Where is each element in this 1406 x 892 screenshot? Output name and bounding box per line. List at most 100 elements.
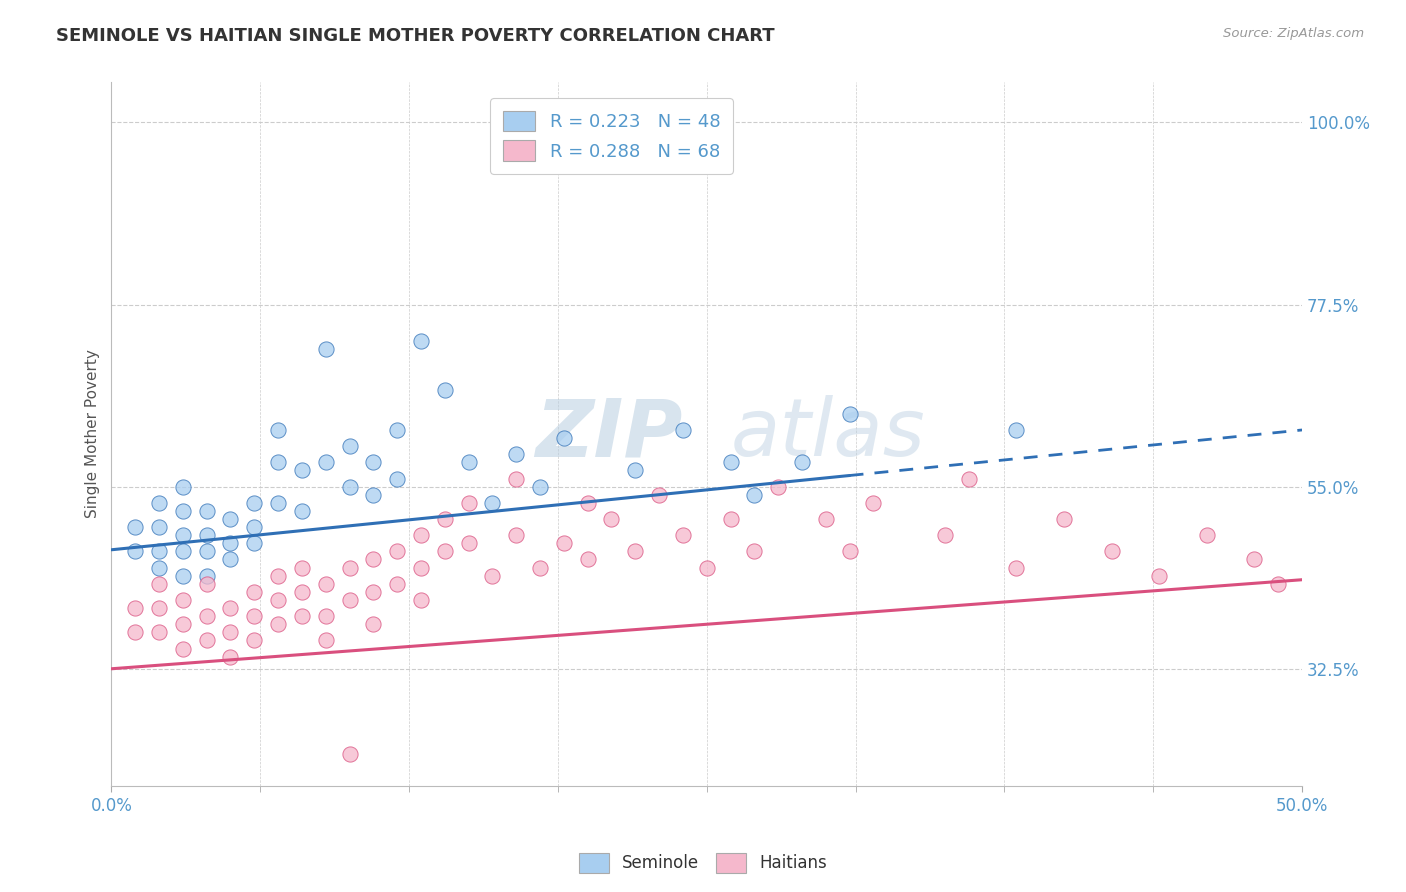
Point — [243, 496, 266, 510]
Point — [339, 593, 361, 607]
Point — [385, 423, 408, 437]
Point — [433, 512, 456, 526]
Point — [219, 552, 242, 566]
Point — [172, 480, 194, 494]
Point — [291, 585, 314, 599]
Point — [838, 544, 860, 558]
Point — [838, 407, 860, 421]
Point — [219, 601, 242, 615]
Point — [291, 504, 314, 518]
Point — [814, 512, 837, 526]
Point — [385, 471, 408, 485]
Point — [267, 617, 290, 632]
Point — [148, 560, 170, 574]
Point — [219, 536, 242, 550]
Point — [172, 593, 194, 607]
Point — [339, 747, 361, 761]
Point — [672, 528, 695, 542]
Point — [624, 463, 647, 477]
Point — [243, 609, 266, 624]
Text: atlas: atlas — [731, 395, 925, 473]
Point — [267, 423, 290, 437]
Point — [624, 544, 647, 558]
Point — [339, 480, 361, 494]
Legend: R = 0.223   N = 48, R = 0.288   N = 68: R = 0.223 N = 48, R = 0.288 N = 68 — [491, 98, 733, 174]
Point — [744, 544, 766, 558]
Text: SEMINOLE VS HAITIAN SINGLE MOTHER POVERTY CORRELATION CHART: SEMINOLE VS HAITIAN SINGLE MOTHER POVERT… — [56, 27, 775, 45]
Point — [219, 649, 242, 664]
Point — [195, 568, 218, 582]
Point — [291, 609, 314, 624]
Point — [600, 512, 623, 526]
Point — [315, 633, 337, 648]
Point — [219, 625, 242, 640]
Point — [363, 552, 385, 566]
Point — [720, 512, 742, 526]
Point — [315, 455, 337, 469]
Point — [267, 568, 290, 582]
Point — [267, 455, 290, 469]
Point — [195, 544, 218, 558]
Point — [648, 488, 671, 502]
Text: Source: ZipAtlas.com: Source: ZipAtlas.com — [1223, 27, 1364, 40]
Point — [457, 455, 479, 469]
Point — [553, 431, 575, 445]
Point — [363, 617, 385, 632]
Point — [363, 488, 385, 502]
Legend: Seminole, Haitians: Seminole, Haitians — [572, 847, 834, 880]
Point — [148, 496, 170, 510]
Point — [409, 528, 432, 542]
Point — [481, 568, 503, 582]
Point — [790, 455, 813, 469]
Point — [172, 568, 194, 582]
Point — [529, 480, 551, 494]
Point — [505, 528, 527, 542]
Point — [934, 528, 956, 542]
Point — [409, 593, 432, 607]
Point — [1195, 528, 1218, 542]
Point — [957, 471, 980, 485]
Point — [195, 528, 218, 542]
Point — [172, 544, 194, 558]
Point — [385, 576, 408, 591]
Point — [148, 576, 170, 591]
Point — [195, 576, 218, 591]
Point — [529, 560, 551, 574]
Point — [195, 504, 218, 518]
Point — [124, 625, 146, 640]
Point — [291, 463, 314, 477]
Point — [172, 617, 194, 632]
Point — [1005, 560, 1028, 574]
Point — [385, 544, 408, 558]
Point — [457, 496, 479, 510]
Point — [409, 560, 432, 574]
Point — [505, 447, 527, 461]
Point — [1053, 512, 1076, 526]
Point — [1005, 423, 1028, 437]
Point — [267, 593, 290, 607]
Point — [409, 334, 432, 348]
Point — [766, 480, 789, 494]
Point — [339, 560, 361, 574]
Y-axis label: Single Mother Poverty: Single Mother Poverty — [86, 350, 100, 518]
Point — [315, 342, 337, 356]
Point — [148, 625, 170, 640]
Point — [195, 609, 218, 624]
Point — [124, 544, 146, 558]
Point — [576, 552, 599, 566]
Text: ZIP: ZIP — [536, 395, 683, 473]
Point — [148, 520, 170, 534]
Point — [172, 528, 194, 542]
Point — [720, 455, 742, 469]
Point — [481, 496, 503, 510]
Point — [243, 520, 266, 534]
Point — [1243, 552, 1265, 566]
Point — [696, 560, 718, 574]
Point — [267, 496, 290, 510]
Point — [433, 383, 456, 397]
Point — [553, 536, 575, 550]
Point — [219, 512, 242, 526]
Point — [1267, 576, 1289, 591]
Point — [1147, 568, 1170, 582]
Point — [433, 544, 456, 558]
